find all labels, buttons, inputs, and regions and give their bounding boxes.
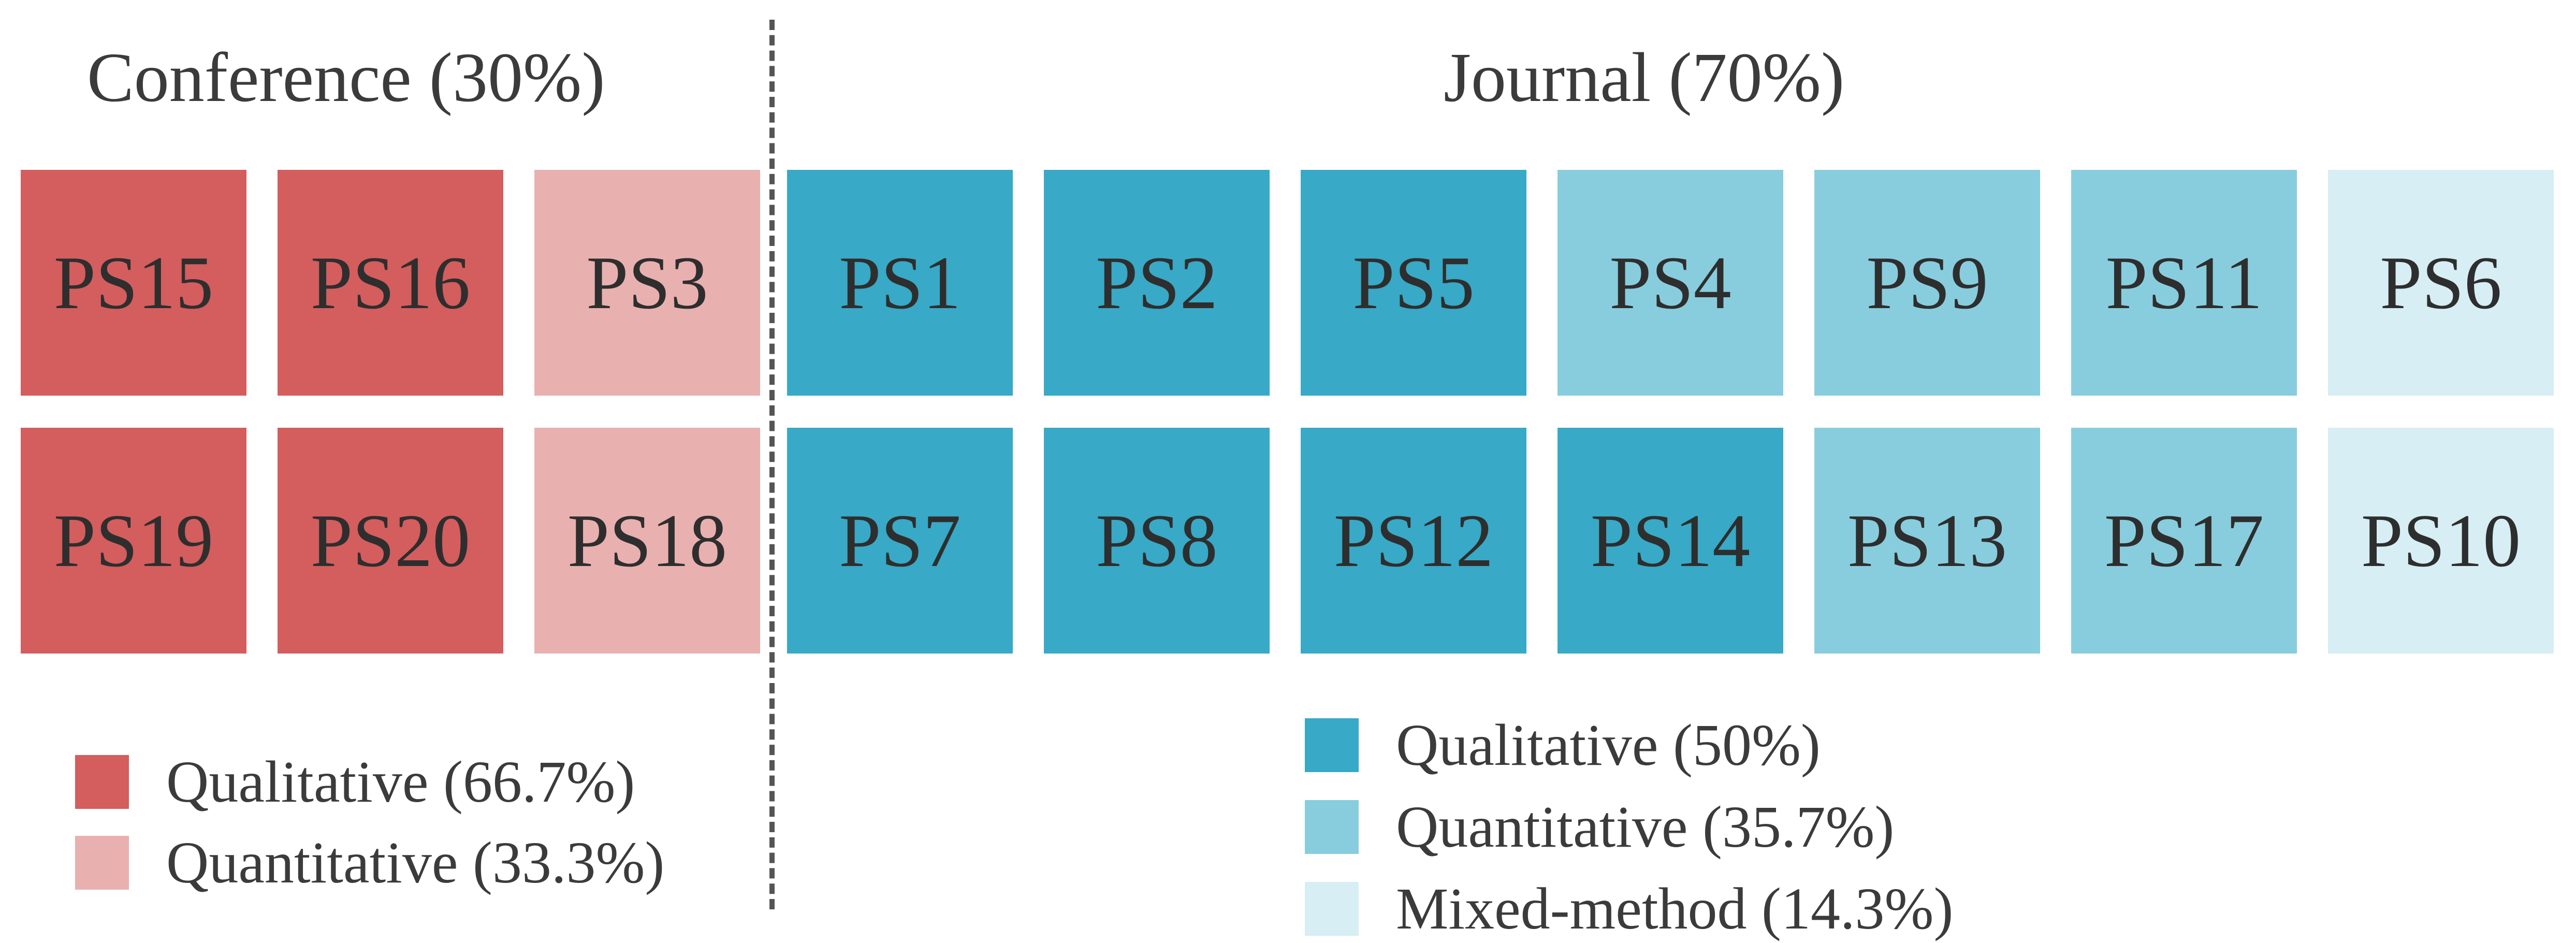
tile-ps7: PS7 (787, 428, 1013, 654)
tile-ps13: PS13 (1814, 428, 2040, 654)
conference-title: Conference (30%) (87, 39, 605, 117)
legend-label: Mixed-method (14.3%) (1396, 876, 1954, 941)
legend-label: Qualitative (66.7%) (166, 749, 635, 815)
legend-label: Quantitative (35.7%) (1396, 794, 1895, 860)
tile-ps15: PS15 (21, 170, 246, 396)
tile-ps11: PS11 (2071, 170, 2297, 396)
tile-ps12: PS12 (1301, 428, 1526, 654)
tile-ps10: PS10 (2328, 428, 2554, 654)
tile-ps14: PS14 (1558, 428, 1783, 654)
tile-ps19: PS19 (21, 428, 246, 654)
legend-label: Qualitative (50%) (1396, 712, 1821, 778)
journal-title: Journal (70%) (1444, 39, 1845, 117)
legend-swatch (1305, 882, 1359, 936)
tile-ps6: PS6 (2328, 170, 2554, 396)
legend-swatch (1305, 718, 1359, 772)
tile-ps2: PS2 (1044, 170, 1270, 396)
legend-label: Quantitative (33.3%) (166, 830, 665, 895)
tile-ps18: PS18 (534, 428, 760, 654)
legend-swatch (1305, 800, 1359, 854)
legend-swatch (75, 836, 129, 890)
tile-ps5: PS5 (1301, 170, 1526, 396)
tile-ps4: PS4 (1558, 170, 1783, 396)
tile-ps3: PS3 (534, 170, 760, 396)
tile-ps8: PS8 (1044, 428, 1270, 654)
tile-ps1: PS1 (787, 170, 1013, 396)
legend-swatch (75, 755, 129, 809)
tile-ps16: PS16 (278, 170, 503, 396)
tile-ps20: PS20 (278, 428, 503, 654)
tile-ps9: PS9 (1814, 170, 2040, 396)
section-divider (769, 20, 775, 909)
tile-ps17: PS17 (2071, 428, 2297, 654)
